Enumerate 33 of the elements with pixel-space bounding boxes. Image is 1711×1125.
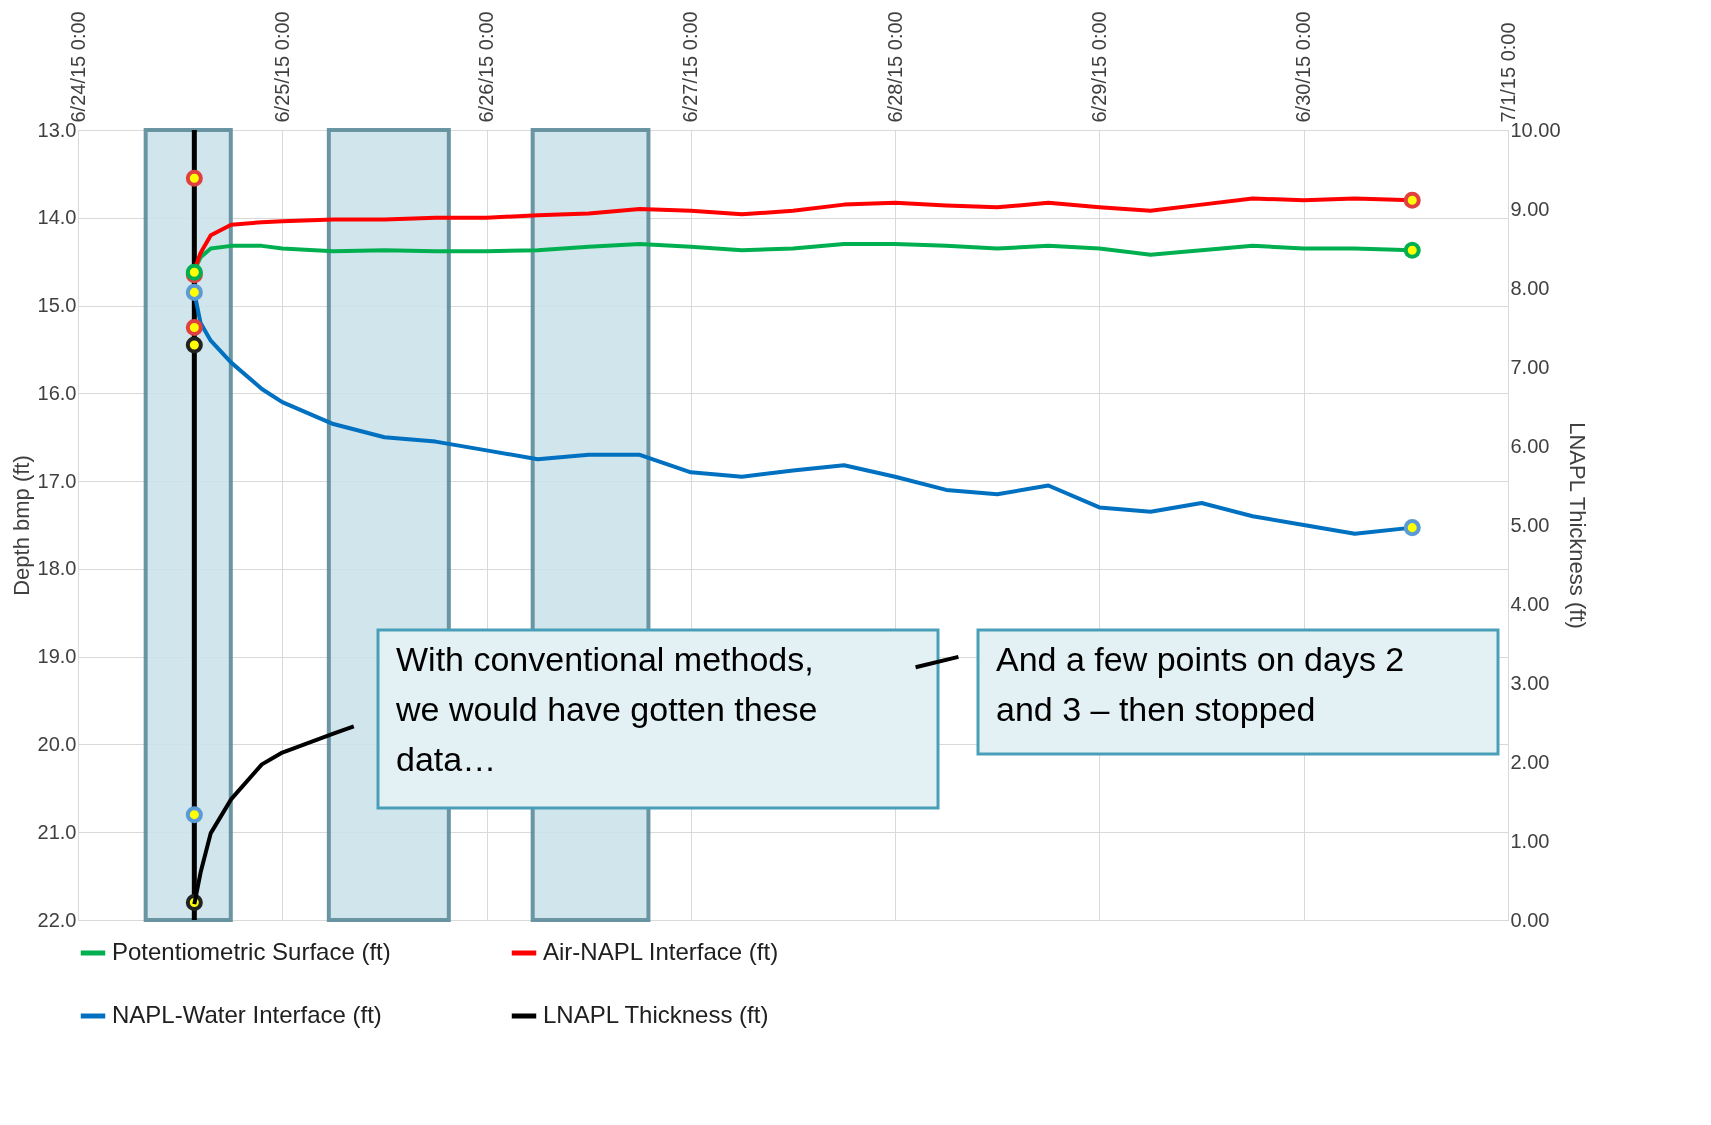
y-tick-label: 17.0 <box>37 469 77 492</box>
y2-tick-label: 4.00 <box>1510 592 1550 615</box>
x-tick-label: 6/27/15 0:00 <box>679 11 702 123</box>
y-tick-label: 16.0 <box>37 381 77 404</box>
x-tick-label: 6/30/15 0:00 <box>1292 11 1315 123</box>
y2-axis-title: LNAPL Thickness (ft) <box>1564 422 1590 629</box>
y-tick-label: 18.0 <box>37 557 77 580</box>
y2-tick-label: 9.00 <box>1510 197 1550 220</box>
x-tick-label: 6/28/15 0:00 <box>883 11 906 123</box>
y2-tick-label: 1.00 <box>1510 829 1550 852</box>
y-tick-label: 15.0 <box>37 294 77 317</box>
y2-tick-label: 2.00 <box>1510 750 1550 773</box>
x-tick-label: 6/29/15 0:00 <box>1087 11 1110 123</box>
y-tick-label: 19.0 <box>37 645 77 668</box>
annotation: With conventional methods, we would have gotten these data… <box>395 640 818 778</box>
y2-tick-label: 7.00 <box>1510 355 1550 378</box>
y2-tick-label: 0.00 <box>1510 908 1550 931</box>
y-tick-label: 14.0 <box>37 206 77 229</box>
y2-tick-label: 8.00 <box>1510 276 1550 299</box>
y-axis-title: Depth bmp (ft) <box>8 455 34 596</box>
legend-label: LNAPL Thickness (ft) <box>543 1001 769 1028</box>
y-tick-label: 20.0 <box>37 732 77 755</box>
legend-label: NAPL-Water Interface (ft) <box>112 1001 382 1028</box>
annotation: And a few points on days 2 and 3 – then stopped <box>996 640 1405 728</box>
y2-tick-label: 6.00 <box>1510 434 1550 457</box>
y2-tick-label: 3.00 <box>1510 671 1550 694</box>
y-tick-label: 21.0 <box>37 820 77 843</box>
legend-label: Potentiometric Surface (ft) <box>112 938 391 965</box>
legend-label: Air-NAPL Interface (ft) <box>543 938 779 965</box>
y-tick-label: 22.0 <box>37 908 77 931</box>
y2-tick-label: 5.00 <box>1510 513 1550 536</box>
x-tick-label: 6/26/15 0:00 <box>475 11 498 123</box>
x-tick-label: 6/25/15 0:00 <box>270 11 293 123</box>
